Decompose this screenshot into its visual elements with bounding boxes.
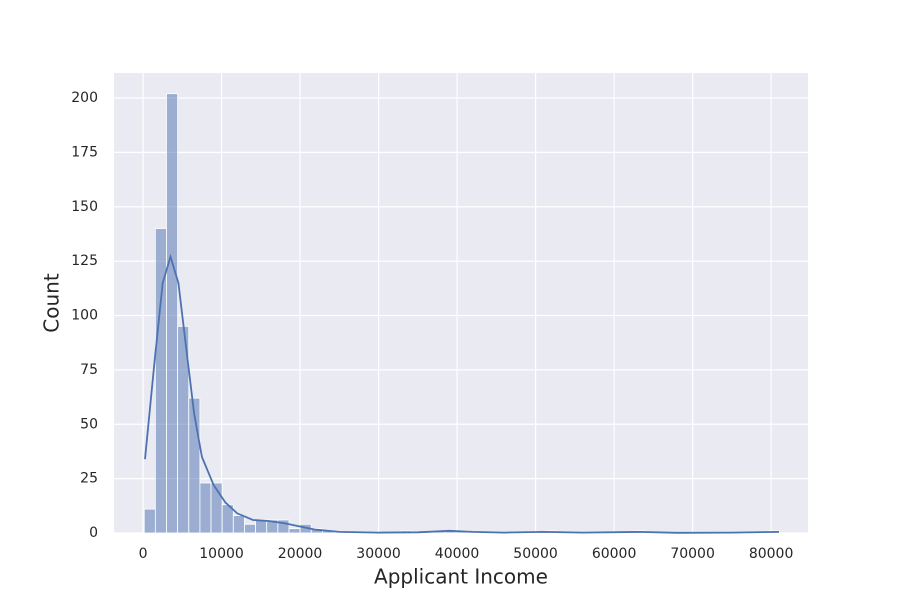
bar bbox=[244, 523, 256, 534]
y-tick-label: 100 bbox=[71, 308, 98, 324]
x-tick-label: 60000 bbox=[592, 546, 637, 562]
kde-line bbox=[144, 253, 780, 534]
y-tick-label: 25 bbox=[80, 471, 98, 487]
y-tick-label: 125 bbox=[71, 253, 98, 269]
y-tick-label: 0 bbox=[89, 525, 98, 541]
x-tick-label: 20000 bbox=[278, 546, 323, 562]
y-tick-label: 75 bbox=[80, 362, 98, 378]
y-tick-label: 50 bbox=[80, 416, 98, 432]
bar bbox=[288, 528, 301, 534]
bar bbox=[143, 508, 156, 534]
x-tick-label: 0 bbox=[139, 546, 148, 562]
x-tick-label: 40000 bbox=[435, 546, 480, 562]
y-tick-label: 150 bbox=[71, 199, 98, 215]
bar bbox=[188, 397, 201, 534]
x-tick-label: 80000 bbox=[749, 546, 794, 562]
y-axis-label: Count bbox=[40, 273, 64, 333]
y-tick-label: 200 bbox=[71, 90, 98, 106]
plot-area bbox=[114, 73, 808, 533]
x-axis-label: Applicant Income bbox=[374, 565, 548, 589]
x-tick-label: 70000 bbox=[670, 546, 715, 562]
y-tick-label: 175 bbox=[71, 144, 98, 160]
bar bbox=[255, 519, 268, 534]
x-tick-label: 50000 bbox=[513, 546, 558, 562]
x-tick-label: 30000 bbox=[356, 546, 401, 562]
bar bbox=[166, 93, 179, 534]
x-tick-label: 10000 bbox=[199, 546, 244, 562]
bar bbox=[277, 519, 290, 534]
bar bbox=[199, 482, 212, 534]
bar bbox=[232, 515, 245, 534]
